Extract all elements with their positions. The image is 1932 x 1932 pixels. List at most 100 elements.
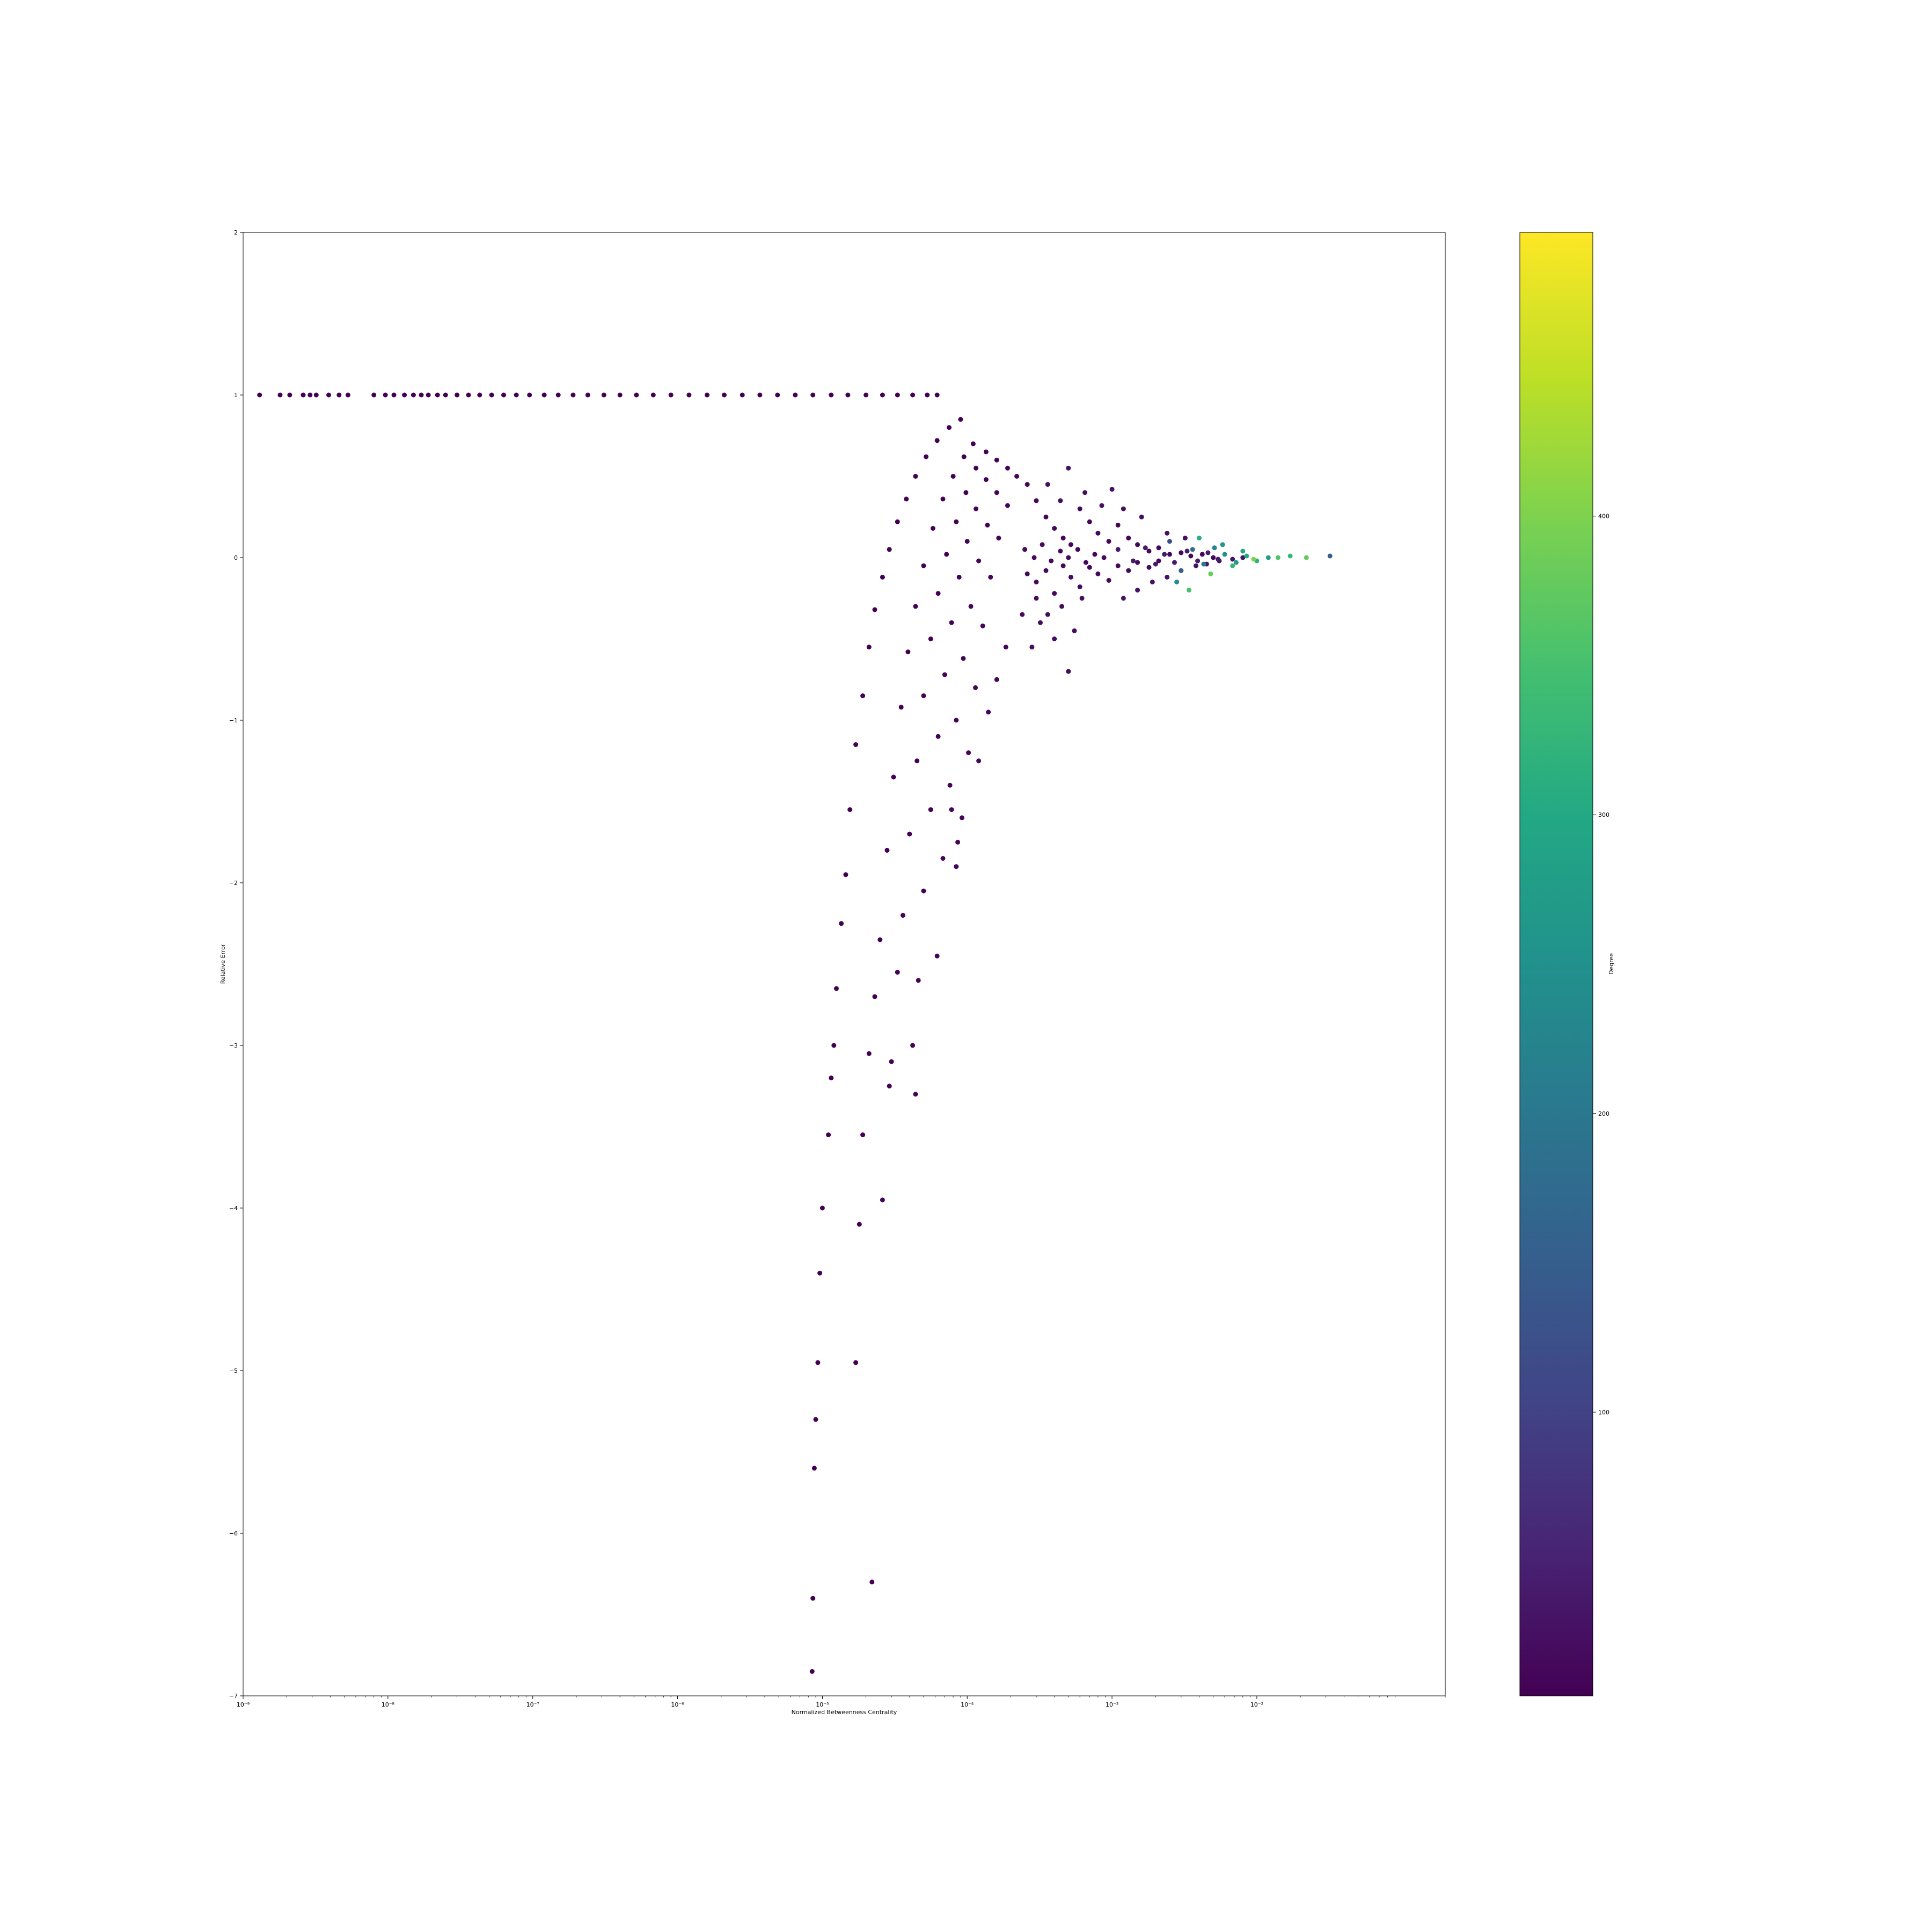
data-point [845, 392, 851, 398]
data-point [895, 392, 900, 398]
data-point [1194, 563, 1198, 568]
data-point [853, 742, 859, 747]
data-point [843, 872, 848, 877]
data-point [402, 392, 407, 398]
data-point [1045, 612, 1050, 617]
data-point [793, 392, 798, 398]
data-point [1040, 542, 1045, 547]
data-point [950, 474, 956, 479]
data-point [811, 1466, 817, 1471]
data-point [1327, 553, 1333, 559]
data-point [954, 519, 959, 524]
data-point [905, 649, 911, 655]
data-point [869, 1579, 875, 1585]
data-point [1082, 490, 1088, 495]
data-point [898, 705, 904, 710]
data-point [860, 693, 866, 698]
data-point [1135, 560, 1140, 565]
data-point [477, 392, 482, 398]
data-point [1072, 628, 1077, 633]
data-point [411, 392, 416, 398]
y-tick-label: −4 [229, 1205, 238, 1212]
y-tick-label: −3 [229, 1042, 238, 1049]
x-tick-label: 10⁻⁷ [526, 1701, 539, 1708]
data-point [956, 574, 962, 580]
data-point [910, 392, 916, 398]
data-point [925, 392, 930, 398]
data-point [1240, 548, 1246, 554]
data-point [1043, 568, 1049, 573]
data-point [974, 506, 979, 511]
data-point [891, 774, 896, 780]
data-point [877, 937, 883, 942]
data-point [1275, 555, 1280, 560]
data-point [889, 1059, 894, 1064]
data-point [1126, 536, 1131, 541]
data-point [1135, 588, 1140, 593]
data-point [880, 1197, 885, 1203]
data-point [1043, 514, 1049, 519]
data-point [1211, 555, 1216, 560]
data-point [813, 1417, 818, 1422]
data-point [1005, 465, 1010, 471]
data-point [1205, 550, 1211, 555]
data-point [1179, 550, 1184, 555]
data-point [1068, 542, 1073, 547]
data-point [1031, 555, 1037, 560]
data-point [1304, 555, 1309, 560]
data-point [419, 392, 424, 398]
data-point [1024, 482, 1030, 487]
data-point [1167, 539, 1172, 544]
data-point [1029, 645, 1035, 650]
data-point [426, 392, 431, 398]
data-point [839, 921, 844, 926]
x-tick-label: 10⁻⁶ [671, 1701, 684, 1708]
data-point [963, 490, 969, 495]
data-point [1182, 536, 1188, 541]
data-point [1087, 519, 1092, 524]
data-point [1139, 514, 1144, 519]
data-point [964, 539, 970, 544]
data-point [277, 392, 283, 398]
data-point [1199, 552, 1205, 557]
y-axis-ticks: −7 −6 −5 −4 −3 −2 −1 0 1 2 [229, 229, 243, 1700]
data-point [934, 438, 940, 443]
data-point [872, 994, 877, 999]
data-point [1153, 561, 1158, 567]
data-point [1162, 552, 1167, 557]
data-point [1058, 548, 1063, 554]
y-tick-label: 2 [234, 229, 238, 236]
data-point [1146, 548, 1152, 554]
data-point [895, 970, 900, 975]
data-point [1059, 604, 1064, 609]
data-point [847, 807, 853, 813]
data-point [1024, 571, 1030, 576]
data-point [960, 815, 964, 821]
data-point [686, 392, 692, 398]
data-point [391, 392, 397, 398]
data-point [1216, 557, 1221, 562]
data-point [514, 392, 519, 398]
data-point [1052, 591, 1057, 596]
data-point [1005, 503, 1010, 508]
data-point [901, 913, 905, 918]
data-point [301, 392, 306, 398]
data-point [501, 392, 506, 398]
y-tick-label: −5 [229, 1367, 238, 1374]
data-point [1014, 474, 1020, 479]
data-point [809, 1669, 815, 1674]
y-tick-label: −1 [229, 717, 238, 724]
data-point [1126, 568, 1131, 573]
data-point [1143, 545, 1148, 551]
x-tick-label: 10⁻² [1250, 1701, 1263, 1708]
data-point [1066, 555, 1071, 560]
data-point [455, 392, 460, 398]
scatter-points [257, 392, 1333, 1674]
data-point [857, 1221, 862, 1227]
colorbar [1519, 232, 1593, 1696]
data-point [466, 392, 471, 398]
data-point [921, 693, 926, 698]
data-point [371, 392, 377, 398]
